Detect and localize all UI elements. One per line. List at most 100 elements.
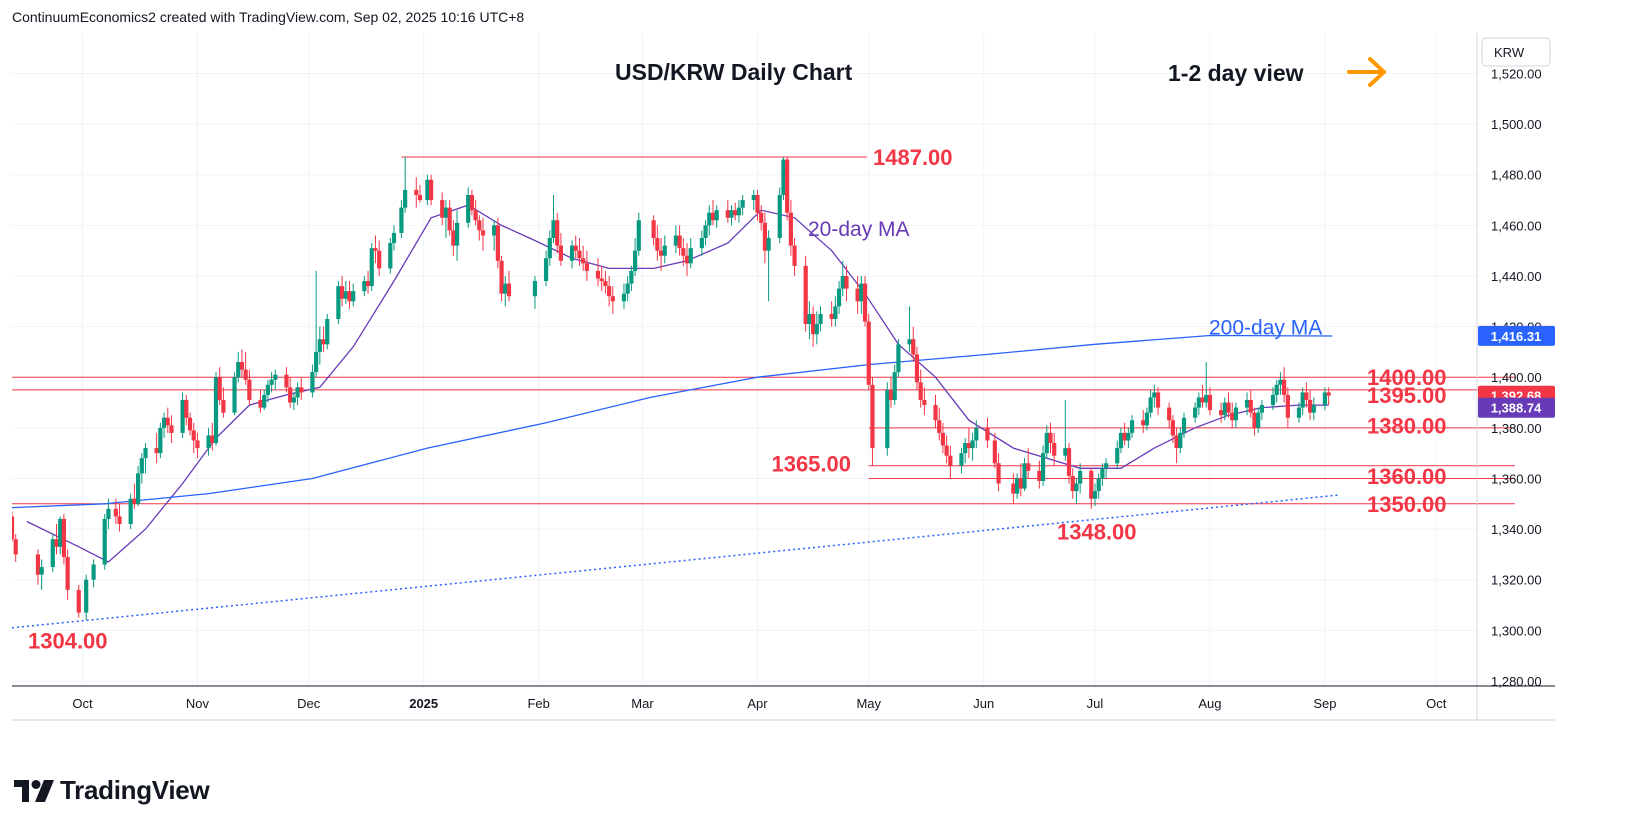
time-tick-label: Nov — [186, 696, 210, 711]
candle-body — [1170, 420, 1175, 436]
candle-body — [365, 281, 371, 287]
candle-body — [625, 283, 630, 294]
candle-body — [859, 283, 864, 302]
moving-averages — [11, 204, 1333, 563]
candle-body — [1152, 392, 1157, 398]
candle-body — [451, 230, 456, 246]
candle-body — [54, 539, 59, 547]
candle-body — [829, 313, 834, 320]
ma200-line — [11, 334, 1333, 509]
price-tick-label: 1,400.00 — [1491, 370, 1542, 385]
candle-body — [440, 200, 445, 218]
candle-body — [632, 250, 638, 271]
candle-body — [1285, 394, 1290, 418]
candle-body — [1126, 432, 1131, 441]
currency-label: KRW — [1494, 45, 1525, 60]
time-axis[interactable]: Oct Nov Dec 2025 Feb Mar Apr May Jun Jul Aug Sep Oct — [72, 696, 1446, 711]
candle-body — [1066, 448, 1072, 476]
time-tick-label: Oct — [1426, 696, 1447, 711]
trendline — [11, 494, 1340, 629]
candle-body — [310, 372, 315, 393]
candle-body — [655, 238, 660, 251]
candle-body — [373, 248, 378, 251]
candle-body — [777, 194, 782, 239]
candle-body — [892, 372, 897, 400]
candle-body — [191, 430, 196, 441]
ma200-label: 200-day MA — [1209, 317, 1322, 340]
candle-body — [755, 194, 760, 213]
time-tick-label: Jul — [1087, 696, 1104, 711]
candle-body — [84, 579, 89, 613]
candle-body — [325, 319, 330, 345]
candle-body — [1022, 463, 1027, 489]
candle-body — [710, 212, 716, 221]
candle-body — [466, 194, 471, 223]
tradingview-logo[interactable]: TradingView — [14, 775, 210, 806]
candle-body — [673, 235, 678, 246]
candle-body — [391, 232, 397, 244]
candle-body — [288, 387, 293, 403]
candle-body — [933, 405, 938, 421]
candle-body — [803, 265, 808, 325]
candle-body — [918, 382, 923, 400]
price-badges: 1,416.311,392.681,388.74 — [1478, 325, 1555, 418]
candle-body — [1193, 407, 1198, 418]
chart-panel[interactable]: 1487.00 1400.00 1395.00 1380.00 1365.00 1360.… — [9, 33, 1620, 751]
candle-body — [547, 238, 552, 259]
candle-body — [1044, 432, 1049, 454]
candle-body — [447, 207, 452, 231]
candle-body — [247, 379, 252, 400]
ma20-line — [26, 204, 1329, 563]
candle-body — [217, 377, 222, 400]
candle-body — [299, 387, 304, 393]
right-arrow-icon — [1347, 57, 1386, 87]
candle-body — [454, 222, 460, 246]
candle-body — [940, 432, 946, 446]
candle-body — [477, 220, 482, 231]
price-tick-label: 1,300.00 — [1491, 623, 1542, 638]
candle-body — [1037, 470, 1042, 481]
candle-body — [1178, 432, 1183, 449]
candle-body — [573, 245, 578, 251]
candle-body — [1174, 435, 1179, 449]
currency-badge[interactable]: KRW — [1481, 37, 1551, 67]
candle-body — [1311, 405, 1316, 413]
candle-body — [492, 225, 497, 236]
candle-body — [506, 283, 512, 297]
candle-body — [1015, 478, 1020, 494]
candle-body — [369, 248, 374, 287]
candle-body — [1244, 399, 1250, 408]
candle-body — [1304, 392, 1309, 400]
candle-body — [1270, 394, 1276, 406]
candle-body — [733, 210, 738, 216]
candle-body — [58, 518, 63, 547]
price-tick-label: 1,340.00 — [1491, 522, 1542, 537]
candle-body — [970, 440, 975, 449]
candle-body — [417, 194, 423, 201]
price-axis[interactable]: 1,280.00 1,300.00 1,320.00 1,340.00 1,360.00… — [1491, 66, 1542, 688]
candle-body — [1026, 463, 1031, 471]
candle-body — [658, 250, 664, 256]
trendline-dotted — [11, 494, 1340, 629]
candle-body — [807, 313, 812, 325]
candle-body — [102, 518, 107, 565]
candle-body — [273, 374, 278, 380]
candle-body — [1308, 399, 1313, 413]
candle-body — [1118, 432, 1124, 449]
candle-body — [1096, 478, 1101, 492]
candle-body — [1148, 397, 1153, 413]
candlesticks — [9, 157, 1331, 621]
candle-body — [1040, 453, 1046, 481]
ma20-label: 20-day MA — [808, 218, 910, 241]
time-tick-label: Mar — [631, 696, 654, 711]
candle-body — [762, 222, 767, 251]
candle-body — [1104, 463, 1109, 469]
candle-body — [1226, 402, 1231, 413]
candle-body — [532, 281, 538, 297]
brand-name: TradingView — [60, 775, 210, 805]
candle-body — [61, 518, 67, 557]
candle-body — [959, 453, 964, 466]
candle-body — [262, 394, 267, 408]
candle-body — [543, 258, 549, 282]
